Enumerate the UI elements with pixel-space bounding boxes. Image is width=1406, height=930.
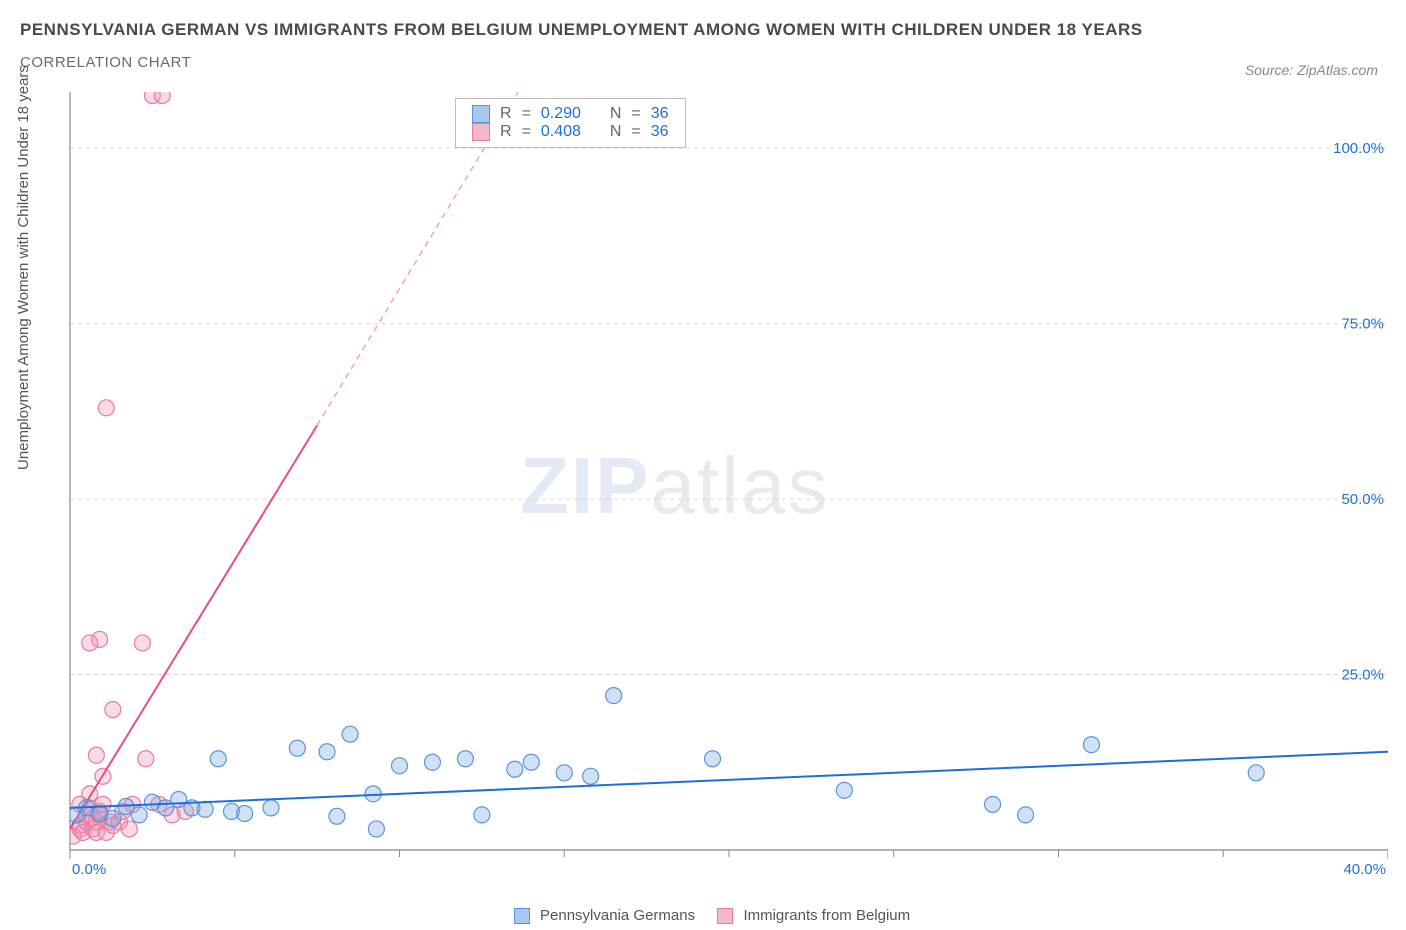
legend-swatch-series2 [472, 123, 490, 141]
footer-swatch-series2 [717, 908, 733, 924]
r-value-series2: 0.408 [541, 123, 581, 141]
source-credit: Source: ZipAtlas.com [1245, 62, 1378, 78]
stats-row-series1: R = 0.290 N = 36 [472, 105, 669, 123]
n-value-series2: 36 [651, 123, 669, 141]
footer-swatch-series1 [514, 908, 530, 924]
svg-text:0.0%: 0.0% [72, 861, 106, 878]
svg-text:25.0%: 25.0% [1341, 667, 1384, 684]
y-axis-label: Unemployment Among Women with Children U… [15, 65, 32, 470]
svg-text:50.0%: 50.0% [1341, 491, 1384, 508]
svg-text:40.0%: 40.0% [1343, 861, 1386, 878]
r-value-series1: 0.290 [541, 105, 581, 123]
chart-title-block: PENNSYLVANIA GERMAN VS IMMIGRANTS FROM B… [20, 20, 1386, 71]
stats-legend: R = 0.290 N = 36 R = 0.408 N = 36 [455, 98, 686, 148]
svg-text:75.0%: 75.0% [1341, 316, 1384, 333]
legend-swatch-series1 [472, 105, 490, 123]
footer-label-series1: Pennsylvania Germans [540, 907, 695, 924]
footer-legend: Pennsylvania Germans Immigrants from Bel… [0, 907, 1406, 924]
n-label: N [610, 105, 622, 123]
n-value-series1: 36 [651, 105, 669, 123]
chart-title-main: PENNSYLVANIA GERMAN VS IMMIGRANTS FROM B… [20, 20, 1386, 40]
stats-row-series2: R = 0.408 N = 36 [472, 123, 669, 141]
correlation-scatter-chart: 25.0% 50.0% 75.0% 100.0% 0.0% 40.0% [58, 92, 1388, 882]
footer-label-series2: Immigrants from Belgium [743, 907, 910, 924]
chart-title-sub: CORRELATION CHART [20, 54, 1386, 71]
r-label: R [500, 105, 512, 123]
svg-text:100.0%: 100.0% [1333, 140, 1384, 157]
